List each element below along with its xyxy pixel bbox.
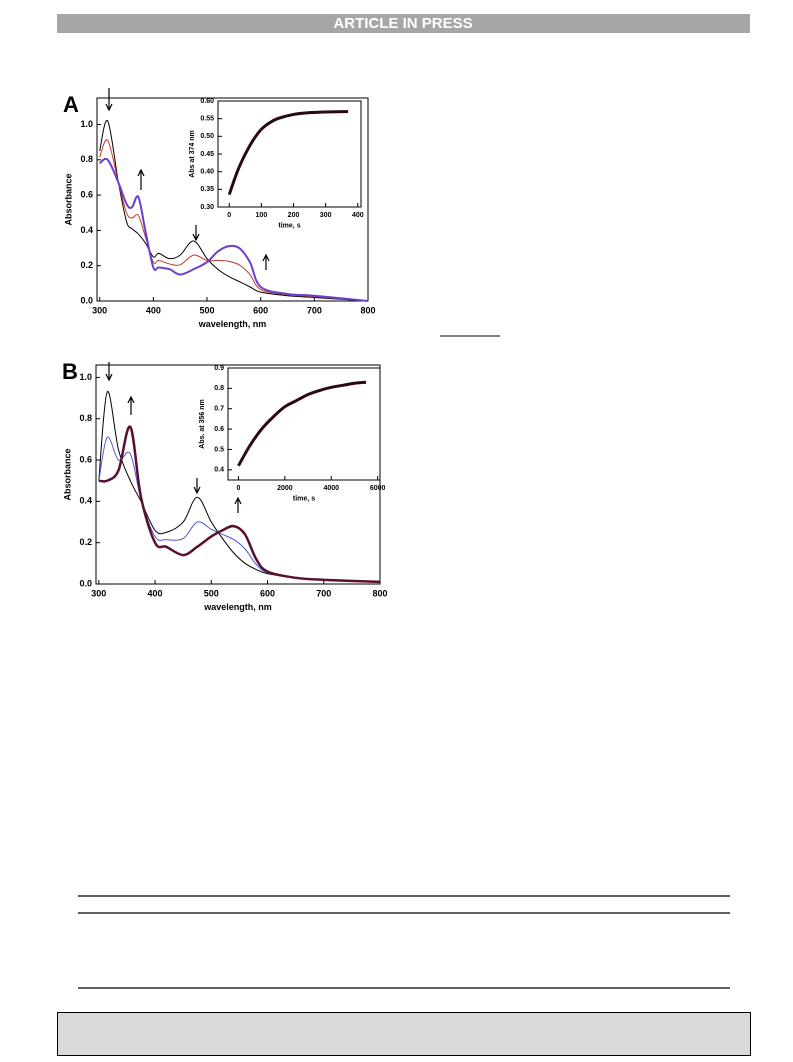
data-line [99,157,369,302]
y-tick-label: 0.5 [214,446,224,453]
y-tick-label: 0.40 [200,169,214,176]
x-tick-label: 6000 [370,485,386,492]
x-tick-label: 800 [360,305,375,315]
y-axis-label: Absorbance [62,448,72,500]
panel-label: B [62,359,78,384]
header-bar [57,14,750,33]
x-tick-label: 500 [204,588,219,598]
x-tick-label: 600 [260,588,275,598]
y-tick-label: 0.2 [79,537,92,547]
x-axis-label: wavelength, nm [198,319,267,329]
y-tick-label: 0.8 [80,154,93,164]
x-tick-label: 0 [236,485,240,492]
arrows [105,88,270,513]
x-axis-label: wavelength, nm [203,602,272,612]
y-tick-label: 0.35 [200,186,214,193]
x-tick-label: 600 [253,305,268,315]
data-line [237,380,367,467]
data-line [99,120,369,302]
y-tick-label: 0.4 [79,496,92,506]
x-tick-label: 400 [148,588,163,598]
y-tick-label: 0.55 [200,116,214,123]
plot-frame [217,100,362,208]
y-tick-label: 0.9 [214,365,224,372]
x-tick-label: 400 [146,305,161,315]
x-tick-label: 300 [92,305,107,315]
plot-frame [227,367,381,481]
y-tick-label: 1.0 [79,372,92,382]
y-tick-label: 0.8 [79,413,92,423]
x-tick-label: 200 [288,212,300,219]
y-tick-label: 0.60 [200,98,214,105]
y-tick-label: 0.4 [214,467,224,474]
x-tick-label: 700 [316,588,331,598]
y-axis-label: Abs at 374 nm [189,130,196,177]
x-tick-label: 500 [199,305,214,315]
x-tick-label: 0 [227,212,231,219]
x-tick-label: 2000 [277,485,293,492]
y-axis-label: Abs. at 356 nm [199,399,206,448]
data-line [227,110,349,196]
y-tick-label: 0.6 [214,426,224,433]
y-tick-label: 0.50 [200,133,214,140]
y-tick-label: 0.45 [200,151,214,158]
y-tick-label: 0.7 [214,406,224,413]
y-tick-label: 0.8 [214,385,224,392]
plot-frame [96,97,369,302]
x-tick-label: 300 [91,588,106,598]
x-tick-label: 100 [256,212,268,219]
x-tick-label: 800 [372,588,387,598]
y-tick-label: 0.2 [80,260,93,270]
data-line [99,139,369,302]
x-tick-label: 700 [307,305,322,315]
y-tick-label: 0.0 [79,578,92,588]
y-tick-label: 0.30 [200,204,214,211]
y-tick-label: 0.6 [80,189,93,199]
y-tick-label: 0.6 [79,454,92,464]
x-axis-label: time, s [278,223,300,230]
x-tick-label: 4000 [323,485,339,492]
y-tick-label: 0.4 [80,225,93,235]
x-axis-label: time, s [293,496,315,503]
footer-box [57,1012,751,1056]
x-tick-label: 400 [352,212,364,219]
data-line [98,436,381,583]
y-axis-label: Absorbance [63,173,73,225]
data-line [98,391,381,583]
y-tick-label: 0.0 [80,295,93,305]
panel-label: A [63,92,79,117]
y-tick-label: 1.0 [80,119,93,129]
header-title: ARTICLE IN PRESS [333,15,472,32]
data-line [98,425,381,584]
x-tick-label: 300 [320,212,332,219]
